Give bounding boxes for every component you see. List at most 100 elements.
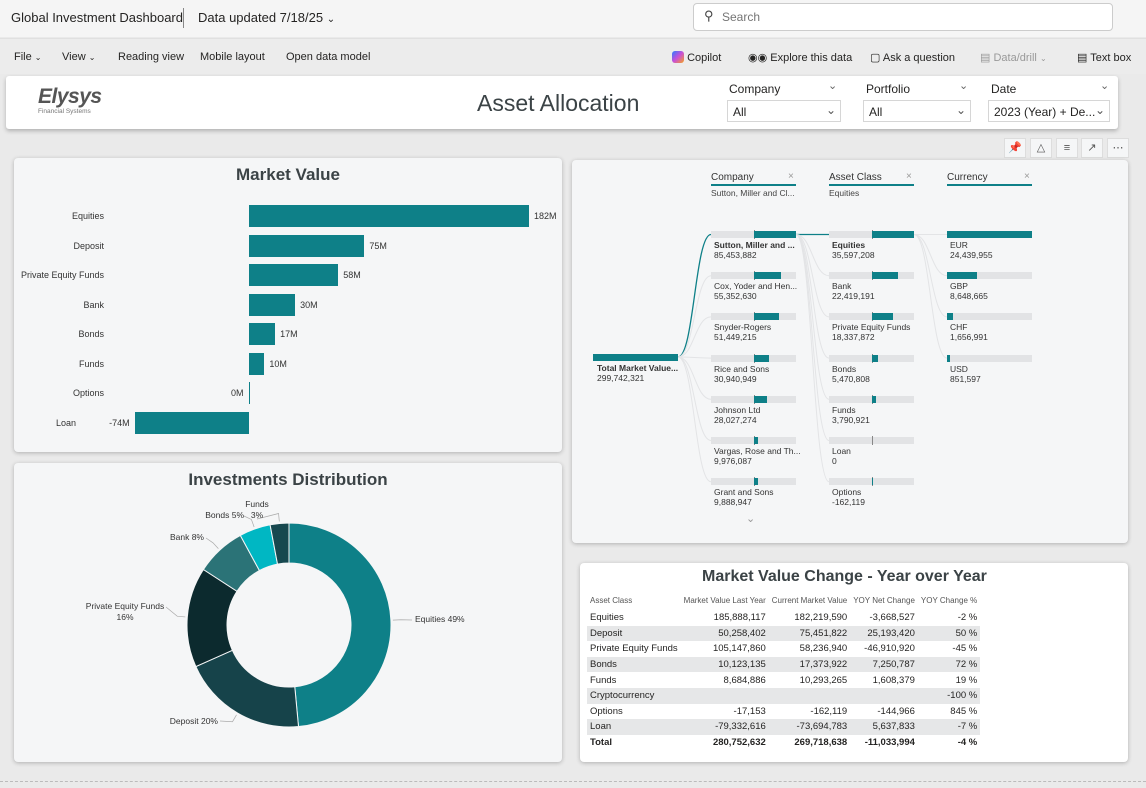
column-header[interactable]: YOY Net Change bbox=[850, 590, 918, 610]
level-header[interactable]: Currency bbox=[947, 172, 1032, 186]
bar[interactable] bbox=[249, 382, 250, 404]
node-bar[interactable] bbox=[711, 271, 796, 281]
ask-question-button[interactable]: ▢ Ask a question bbox=[870, 51, 955, 64]
more-options-icon[interactable]: ⋯ bbox=[1107, 138, 1129, 158]
node-bar[interactable] bbox=[711, 230, 796, 239]
node-bar[interactable] bbox=[829, 477, 914, 487]
explore-data-button[interactable]: ◉◉ Explore this data bbox=[748, 51, 852, 64]
tree-node[interactable]: Vargas, Rose and Th... 9,976,087 bbox=[714, 446, 801, 466]
tree-node[interactable]: Grant and Sons 9,888,947 bbox=[714, 487, 774, 507]
level-header[interactable]: Asset Class bbox=[829, 172, 914, 186]
tree-node[interactable]: Snyder-Rogers 51,449,215 bbox=[714, 322, 771, 342]
bar-fill bbox=[753, 231, 796, 238]
bar[interactable] bbox=[249, 323, 276, 345]
column-header[interactable]: YOY Change % bbox=[917, 590, 981, 610]
date-slicer[interactable]: 2023 (Year) + De... ⌄ bbox=[988, 100, 1110, 122]
filter-icon[interactable]: ≡ bbox=[1056, 138, 1078, 158]
tree-node[interactable]: Bank 22,419,191 bbox=[832, 281, 875, 301]
bar-fill bbox=[871, 313, 894, 321]
reading-view-button[interactable]: Reading view bbox=[118, 51, 185, 63]
node-bar[interactable] bbox=[711, 436, 796, 445]
column-header[interactable]: Current Market Value bbox=[768, 590, 851, 610]
node-bar[interactable] bbox=[947, 272, 1032, 280]
tree-node[interactable]: Loan 0 bbox=[832, 446, 851, 466]
connector bbox=[677, 356, 712, 441]
tree-node[interactable]: USD 851,597 bbox=[950, 364, 981, 384]
file-label: File bbox=[14, 51, 32, 63]
table-cell: -17,153 bbox=[733, 705, 766, 717]
bar-fill bbox=[871, 395, 877, 403]
tree-node[interactable]: GBP 8,648,665 bbox=[950, 281, 988, 301]
tree-node[interactable]: CHF 1,656,991 bbox=[950, 322, 988, 342]
donut-slice[interactable] bbox=[288, 522, 392, 728]
table-cell: 10,123,135 bbox=[680, 656, 769, 673]
bar[interactable] bbox=[135, 411, 249, 434]
bar[interactable] bbox=[249, 205, 529, 227]
node-bar[interactable] bbox=[829, 230, 914, 239]
bar[interactable] bbox=[249, 293, 296, 316]
tree-node[interactable]: Rice and Sons 30,940,949 bbox=[714, 364, 769, 384]
close-icon[interactable]: × bbox=[788, 171, 794, 182]
file-menu[interactable]: File ⌄ bbox=[14, 51, 42, 63]
node-bar[interactable] bbox=[711, 312, 796, 322]
node-bar[interactable] bbox=[829, 312, 914, 322]
chevron-down-icon[interactable]: ⌄ bbox=[959, 80, 969, 92]
tree-node[interactable]: Johnson Ltd 28,027,274 bbox=[714, 405, 760, 425]
yoy-table-card: Market Value Change - Year over Year Ass… bbox=[580, 563, 1128, 762]
bar[interactable] bbox=[249, 264, 339, 286]
chevron-down-icon[interactable]: ⌄ bbox=[828, 80, 838, 92]
root-node[interactable]: Total Market Value... 299,742,321 bbox=[597, 363, 678, 383]
company-slicer[interactable]: All ⌄ bbox=[727, 100, 841, 122]
copilot-button[interactable]: Copilot bbox=[672, 51, 721, 64]
data-drill-button[interactable]: ▤ Data/drill ⌄ bbox=[980, 51, 1047, 64]
bar[interactable] bbox=[249, 234, 365, 257]
table-cell: -45 % bbox=[952, 643, 978, 655]
pin-icon[interactable]: 📌 bbox=[1004, 138, 1026, 158]
tree-node[interactable]: Bonds 5,470,808 bbox=[832, 364, 870, 384]
tree-node[interactable]: Private Equity Funds 18,337,872 bbox=[832, 322, 910, 342]
search-box[interactable]: ⚲ bbox=[693, 3, 1113, 31]
open-data-model-button[interactable]: Open data model bbox=[286, 51, 371, 63]
tree-node[interactable]: Sutton, Miller and ... 85,453,882 bbox=[714, 240, 795, 260]
column-header[interactable]: Asset Class bbox=[587, 590, 681, 610]
page-title: Asset Allocation bbox=[477, 90, 640, 116]
text-box-button[interactable]: ▤ Text box bbox=[1077, 51, 1131, 64]
donut-slice[interactable] bbox=[269, 522, 290, 565]
node-bar[interactable] bbox=[711, 394, 796, 404]
node-bar[interactable] bbox=[947, 313, 1032, 321]
bar[interactable] bbox=[249, 352, 265, 375]
node-bar[interactable] bbox=[829, 271, 914, 281]
chevron-down-icon[interactable]: ⌄ bbox=[1100, 80, 1110, 92]
level-header[interactable]: Company bbox=[711, 172, 796, 186]
data-updated-dropdown[interactable]: Data updated 7/18/25 ⌄ bbox=[198, 10, 335, 25]
view-menu[interactable]: View ⌄ bbox=[62, 51, 95, 63]
tree-node[interactable]: Equities 35,597,208 bbox=[832, 240, 875, 260]
tree-node[interactable]: Options -162,119 bbox=[832, 487, 865, 507]
mobile-layout-button[interactable]: Mobile layout bbox=[200, 51, 265, 63]
chevron-down-icon[interactable]: ⌄ bbox=[746, 513, 756, 525]
node-bar[interactable] bbox=[829, 353, 914, 363]
connector bbox=[795, 234, 830, 483]
node-bar[interactable] bbox=[829, 394, 914, 404]
portfolio-slicer[interactable]: All ⌄ bbox=[863, 100, 971, 122]
node-bar[interactable] bbox=[711, 477, 796, 487]
search-input[interactable] bbox=[722, 9, 1092, 25]
node-bar[interactable] bbox=[947, 354, 1032, 362]
close-icon[interactable]: × bbox=[1024, 171, 1030, 182]
table-cell: Cryptocurrency bbox=[587, 687, 681, 704]
leader-line bbox=[165, 606, 186, 618]
table-cell: -162,119 bbox=[810, 705, 848, 717]
tree-node[interactable]: Funds 3,790,921 bbox=[832, 405, 870, 425]
tree-node[interactable]: Cox, Yoder and Hen... 55,352,630 bbox=[714, 281, 797, 301]
root-node-bar[interactable] bbox=[593, 354, 678, 361]
bell-icon[interactable]: △ bbox=[1030, 138, 1052, 158]
node-bar[interactable] bbox=[711, 353, 796, 363]
text-box-label: Text box bbox=[1090, 52, 1132, 64]
tree-node[interactable]: EUR 24,439,955 bbox=[950, 240, 993, 260]
column-header[interactable]: Market Value Last Year bbox=[680, 590, 769, 610]
close-icon[interactable]: × bbox=[906, 171, 912, 182]
focus-mode-icon[interactable]: ↗ bbox=[1081, 138, 1103, 158]
node-bar[interactable] bbox=[829, 436, 914, 445]
chevron-down-icon: ⌄ bbox=[825, 103, 836, 117]
node-bar[interactable] bbox=[947, 231, 1032, 238]
